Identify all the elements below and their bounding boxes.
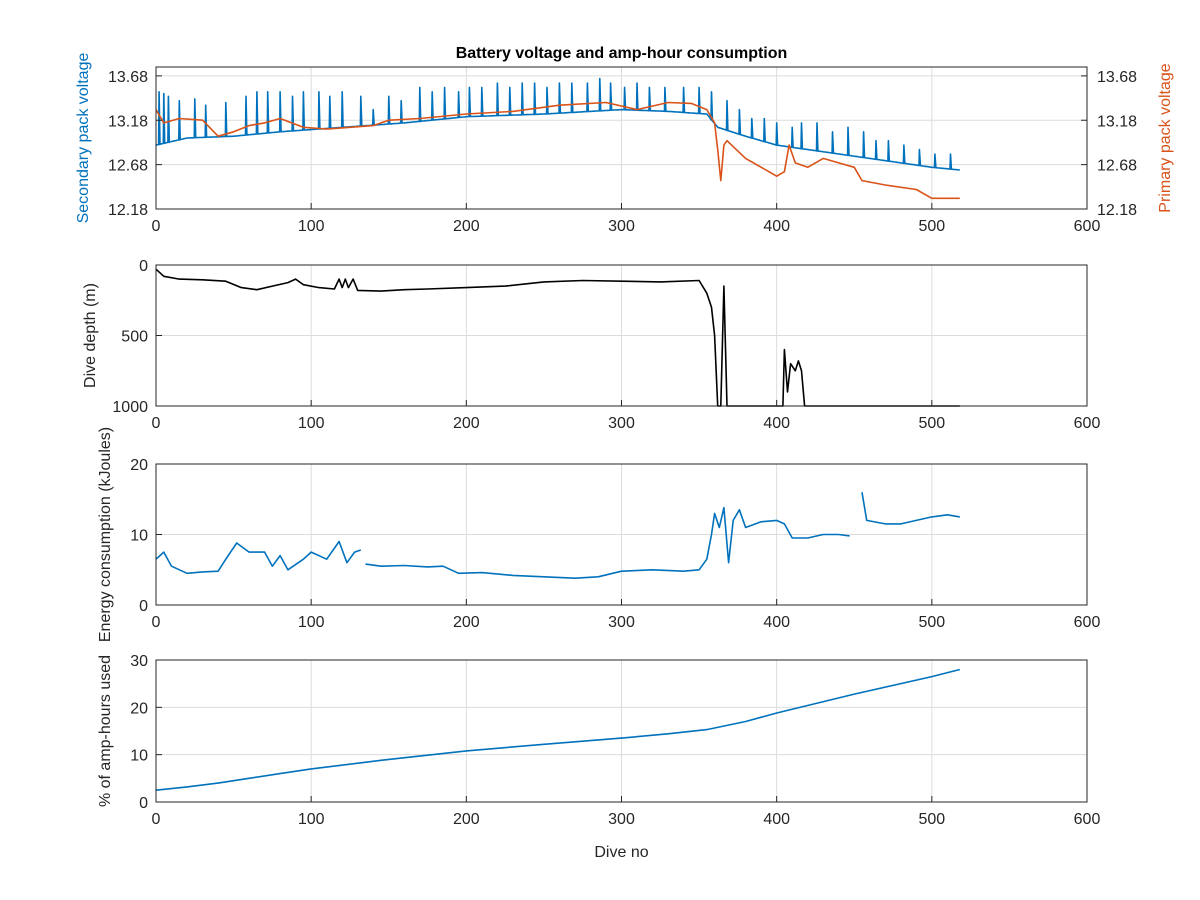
subplot-2: 0 100 200 300 400 500 600 0 500 1000 Dive depth (m…: [82, 258, 1100, 432]
x-tick-label: 200: [453, 218, 480, 235]
series-line: [155, 101, 960, 200]
x-tick-label: 600: [1074, 811, 1101, 828]
y-tick-label: 500: [121, 329, 148, 346]
y-right-tick-label: 13.18: [1097, 113, 1137, 130]
y-right-tick-label: 13.68: [1097, 69, 1137, 86]
x-tick-label: 400: [763, 218, 790, 235]
y-tick-label: 12.68: [108, 158, 148, 175]
x-tick-label: 300: [608, 811, 635, 828]
y-right-tick-label: 12.18: [1097, 202, 1137, 219]
x-tick-label: 400: [763, 811, 790, 828]
x-tick-label: 200: [453, 811, 480, 828]
x-tick-label: 500: [918, 614, 945, 631]
y-tick-label: 10: [130, 528, 148, 545]
series-line-segment: [155, 540, 362, 575]
y-axis-label: Dive depth (m): [82, 283, 99, 388]
x-tick-label: 0: [152, 614, 161, 631]
x-tick-label: 100: [298, 415, 325, 432]
x-tick-label: 100: [298, 614, 325, 631]
x-tick-label: 400: [763, 614, 790, 631]
y-tick-label: 20: [130, 457, 148, 474]
x-tick-label: 100: [298, 218, 325, 235]
x-tick-label: 500: [918, 218, 945, 235]
x-tick-label: 0: [152, 811, 161, 828]
series-line: [155, 268, 960, 407]
y-tick-label: 30: [130, 653, 148, 670]
subplot-4: 0 100 200 300 400 500 600 0 10 20 30 % of amp-hours…: [97, 653, 1100, 861]
x-tick-label: 600: [1074, 218, 1101, 235]
x-tick-label: 500: [918, 415, 945, 432]
x-tick-label: 0: [152, 415, 161, 432]
y-tick-label: 12.18: [108, 202, 148, 219]
chart-title: Battery voltage and amp-hour consumption: [456, 45, 788, 62]
series-line: [155, 668, 960, 791]
x-tick-label: 200: [453, 614, 480, 631]
x-tick-label: 100: [298, 811, 325, 828]
y-tick-label: 13.18: [108, 113, 148, 130]
y-axis-label: Energy consumption (kJoules): [97, 427, 114, 642]
series-line-segment: [365, 506, 850, 579]
y-tick-label: 20: [130, 700, 148, 717]
x-tick-label: 0: [152, 218, 161, 235]
y-axis-label: % of amp-hours used: [97, 655, 114, 807]
subplot-1: 0 100 200 300 400 500 60012.1812.6813.1813.681…: [75, 53, 1174, 235]
x-tick-label: 600: [1074, 415, 1101, 432]
y-tick-label: 0: [139, 258, 148, 275]
x-tick-label: 500: [918, 811, 945, 828]
y-axis-label: Secondary pack voltage: [75, 53, 92, 224]
x-tick-label: 300: [608, 415, 635, 432]
y-right-axis-label: Primary pack voltage: [1157, 63, 1174, 212]
x-tick-label: 300: [608, 218, 635, 235]
y-tick-label: 10: [130, 748, 148, 765]
x-tick-label: 400: [763, 415, 790, 432]
y-tick-label: 0: [139, 795, 148, 812]
y-tick-label: 13.68: [108, 69, 148, 86]
series-line: [155, 77, 960, 171]
y-tick-label: 0: [139, 598, 148, 615]
x-tick-label: 300: [608, 614, 635, 631]
x-tick-label: 600: [1074, 614, 1101, 631]
y-right-tick-label: 12.68: [1097, 158, 1137, 175]
subplot-panels: 0 100 200 300 400 500 60012.1812.6813.1813.681…: [75, 53, 1174, 861]
x-axis-label: Dive no: [594, 844, 648, 861]
series-line-segment: [861, 492, 960, 525]
x-tick-label: 200: [453, 415, 480, 432]
y-tick-label: 1000: [112, 399, 148, 416]
subplot-3: 0 100 200 300 400 500 600 0 10 20 Energy consumpti…: [97, 427, 1100, 642]
